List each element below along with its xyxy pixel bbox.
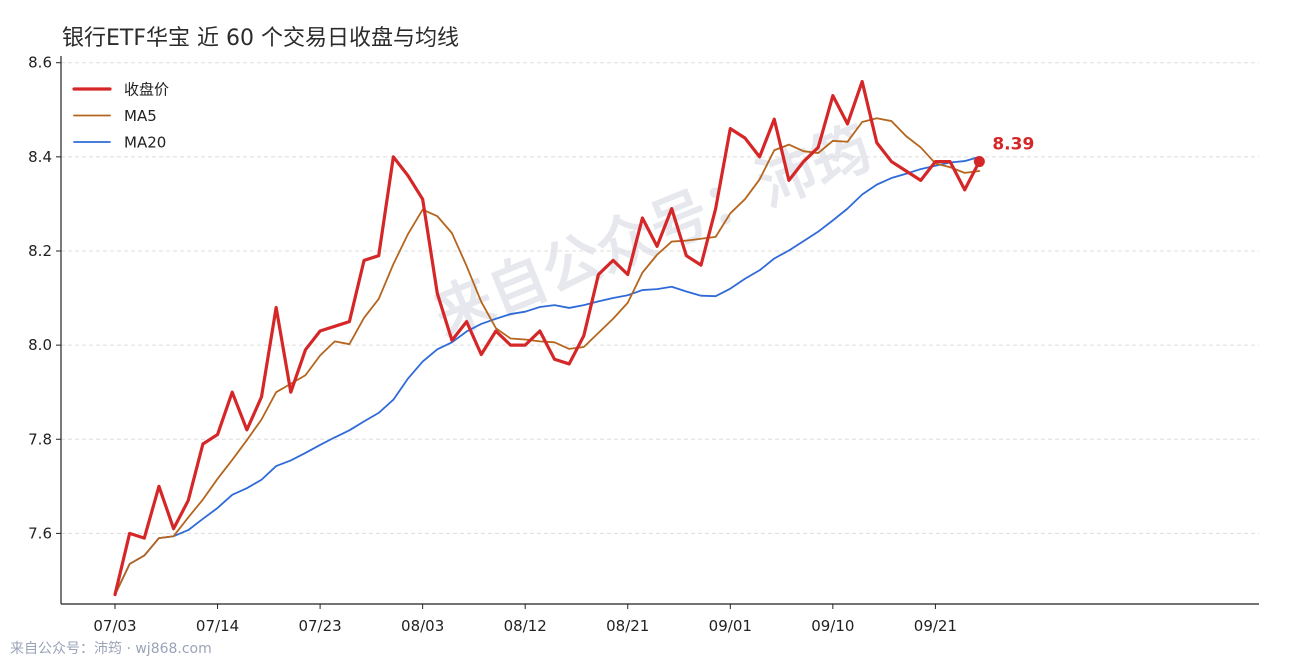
series-line-收盘价	[113, 79, 981, 597]
y-tick-label: 8.2	[28, 242, 52, 260]
x-tick-label: 08/03	[401, 617, 444, 635]
x-tick-label: 07/14	[196, 617, 239, 635]
x-tick-label: 09/10	[811, 617, 854, 635]
x-tick-label: 09/01	[709, 617, 752, 635]
y-tick-label: 8.0	[28, 336, 52, 354]
x-tick-label: 08/21	[606, 617, 649, 635]
chart-title: 银行ETF华宝 近 60 个交易日收盘与均线	[62, 26, 459, 51]
y-tick-label: 8.4	[28, 148, 52, 166]
series-line-MA5	[114, 117, 981, 596]
y-tick-label: 7.8	[28, 430, 52, 448]
footer-credit: 来自公众号：沛筠 · wj868.com	[10, 641, 212, 657]
legend-label-收盘价: 收盘价	[124, 81, 169, 99]
series-line-MA20	[114, 155, 981, 596]
legend-label-MA5: MA5	[124, 107, 157, 125]
x-tick-label: 08/12	[504, 617, 547, 635]
y-tick-label: 8.6	[28, 54, 52, 72]
last-close-marker	[973, 156, 985, 168]
watermark-text: 来自公众号：沛筠	[425, 113, 881, 350]
y-tick-label: 7.6	[28, 524, 52, 542]
last-close-value-label: 8.39	[992, 135, 1034, 155]
x-tick-label: 09/21	[914, 617, 957, 635]
x-tick-label: 07/23	[298, 617, 341, 635]
x-tick-label: 07/03	[93, 617, 136, 635]
legend-label-MA20: MA20	[124, 134, 166, 152]
